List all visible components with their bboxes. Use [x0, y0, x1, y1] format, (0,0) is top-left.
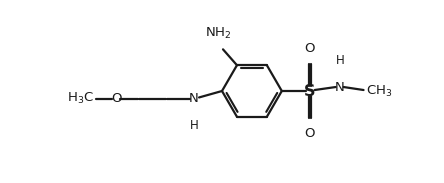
Text: O: O	[305, 127, 315, 140]
Text: N: N	[335, 81, 345, 94]
Text: CH$_3$: CH$_3$	[366, 83, 393, 99]
Text: NH$_2$: NH$_2$	[205, 26, 231, 41]
Text: O: O	[305, 42, 315, 55]
Text: O: O	[111, 92, 122, 105]
Text: H$_3$C: H$_3$C	[67, 91, 94, 107]
Text: H: H	[190, 119, 198, 132]
Text: S: S	[304, 83, 316, 98]
Text: N: N	[189, 92, 199, 105]
Text: H: H	[336, 54, 345, 67]
